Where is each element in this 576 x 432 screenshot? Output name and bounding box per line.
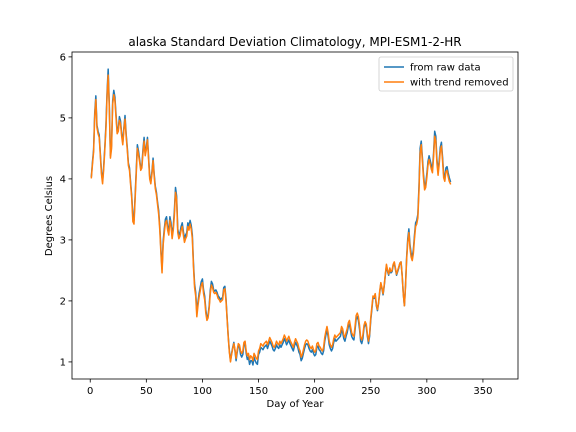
x-tick-label: 200 (305, 386, 324, 397)
x-tick-label: 0 (87, 386, 93, 397)
legend: from raw data with trend removed (378, 56, 514, 92)
x-tick-label: 300 (417, 386, 436, 397)
axes-frame (71, 51, 519, 380)
x-tick-label: 150 (249, 386, 268, 397)
legend-label-raw-data: from raw data (410, 63, 481, 74)
x-axis-label: Day of Year (267, 399, 325, 410)
y-axis-label: Degrees Celsius (44, 176, 55, 256)
x-tick-label: 250 (361, 386, 380, 397)
legend-label-trend-removed: with trend removed (410, 78, 509, 89)
y-tick-label: 1 (60, 357, 66, 368)
y-tick-label: 5 (60, 113, 66, 124)
chart-title: alaska Standard Deviation Climatology, M… (128, 35, 461, 49)
x-tick-label: 50 (140, 386, 153, 397)
x-tick-label: 100 (193, 386, 212, 397)
x-axis: 0 50 100 150 200 250 300 350 (87, 379, 492, 397)
y-tick-label: 2 (60, 296, 66, 307)
y-tick-label: 6 (60, 52, 66, 63)
series-line-trend-removed (90, 74, 452, 363)
legend-box (378, 56, 514, 92)
y-tick-label: 3 (60, 235, 66, 246)
x-tick-label: 350 (473, 386, 492, 397)
y-tick-label: 4 (60, 174, 66, 185)
y-axis: 1 2 3 4 5 6 (60, 52, 72, 368)
plot-area (90, 68, 452, 366)
